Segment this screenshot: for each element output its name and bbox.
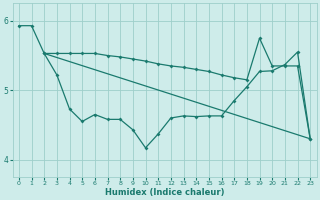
X-axis label: Humidex (Indice chaleur): Humidex (Indice chaleur) (105, 188, 224, 197)
